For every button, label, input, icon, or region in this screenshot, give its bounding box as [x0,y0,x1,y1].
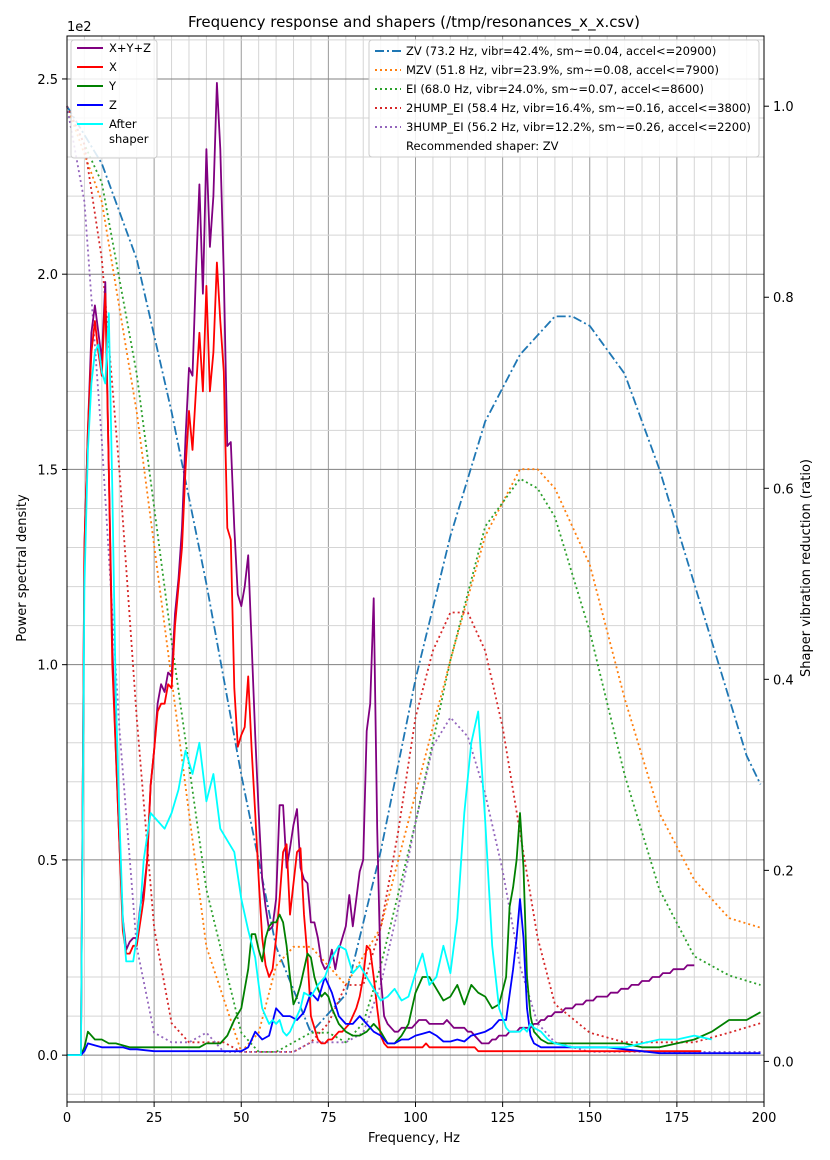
x-tick-label: 200 [752,1111,777,1126]
legend-entry: 2HUMP_EI (58.4 Hz, vibr=16.4%, sm~=0.16,… [406,101,751,115]
y2-axis-label: Shaper vibration reduction (ratio) [799,459,814,677]
legend-entry: EI (68.0 Hz, vibr=24.0%, sm~=0.07, accel… [406,82,704,96]
y-axis-label: Power spectral density [15,494,30,642]
y2-tick-label: 0.2 [773,864,794,879]
shaper-curve [66,105,761,1053]
recommended-shaper-text: Recommended shaper: ZV [406,139,559,153]
legend-entry: Y [108,79,117,93]
y2-tick-label: 0.6 [773,482,794,497]
legend-box [368,39,760,158]
x-axis-label: Frequency, Hz [368,1131,460,1146]
x-tick-label: 150 [577,1111,602,1126]
psd-curve [67,312,712,1056]
y2-tick-label: 0.4 [773,673,794,688]
legend-entry: X+Y+Z [109,41,151,55]
chart-title: Frequency response and shapers (/tmp/res… [188,13,640,32]
legend-shapers: ZV (73.2 Hz, vibr=42.4%, sm~=0.04, accel… [368,39,760,158]
legend-box [70,39,158,159]
shaper-curve [66,105,761,1054]
legend-entry: X [109,60,117,74]
shaper-curve [66,105,762,1035]
y-tick-label: 1.0 [37,659,58,674]
legend-entry: After shaper [109,117,149,146]
x-tick-label: 100 [403,1111,428,1126]
shaper-curve [66,105,761,1053]
y-offset-label: 1e2 [67,20,92,35]
x-tick-label: 175 [664,1111,689,1126]
x-tick-label: 75 [320,1111,337,1126]
legend-entry: ZV (73.2 Hz, vibr=42.4%, sm~=0.04, accel… [406,44,716,58]
y-tick-label: 0.0 [37,1049,58,1064]
grid [66,36,765,1102]
y-tick-label: 2.0 [37,268,58,283]
psd-curve [67,898,761,1056]
legend-psd: X+Y+Z XYZ After shaper [70,39,158,159]
x-tick-label: 125 [490,1111,515,1126]
y-tick-label: 2.5 [37,73,58,88]
y2-tick-label: 0.0 [773,1055,794,1070]
x-tick-label: 0 [63,1111,71,1126]
y2-tick-label: 1.0 [773,100,794,115]
x-tick-label: 50 [233,1111,250,1126]
psd-lines [67,82,761,1056]
legend-entry: 3HUMP_EI (56.2 Hz, vibr=12.2%, sm~=0.26,… [406,120,751,134]
legend-entry: Z [109,98,117,112]
shaper-curve [66,106,761,1053]
shaper-lines [66,105,762,1054]
y-tick-label: 1.5 [37,463,58,478]
psd-curve [67,261,702,1056]
axis-ticks: 0 25 50 75 100 125 150 175 200 0.0 0.5 1.0 1.5 2.0 2.5… [37,73,793,1126]
x-tick-label: 25 [146,1111,163,1126]
y-tick-label: 0.5 [37,854,58,869]
psd-curve [67,82,695,1056]
legend-entry: MZV (51.8 Hz, vibr=23.9%, sm~=0.08, acce… [406,63,719,77]
y2-tick-label: 0.8 [773,291,794,306]
psd-curve [67,812,761,1056]
